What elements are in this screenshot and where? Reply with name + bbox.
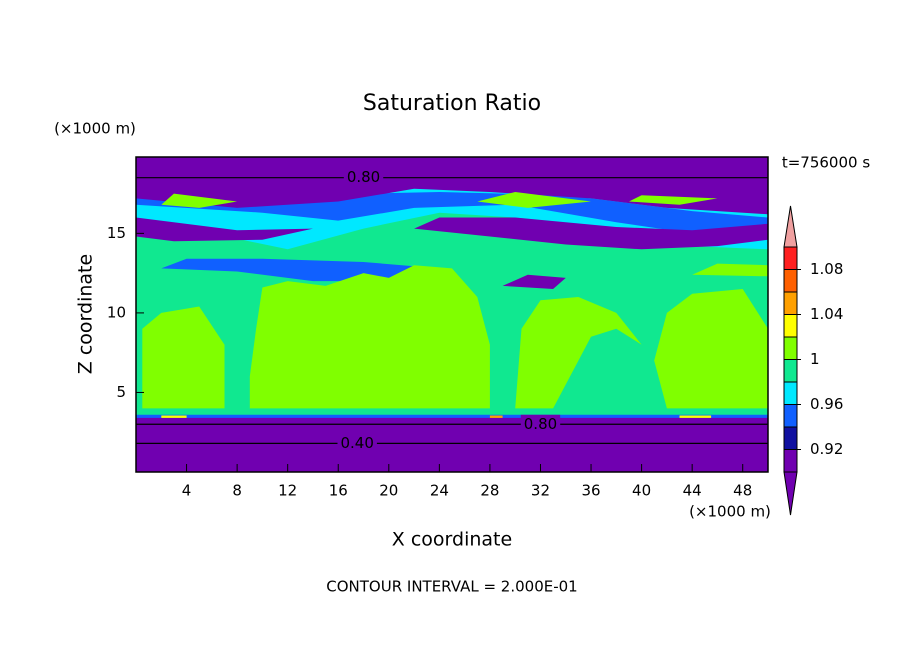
contour-region [692,263,768,277]
y-tick-label: 15 [107,224,126,242]
x-tick-label: 4 [182,482,192,500]
contour-label-bg [343,168,384,187]
colorbar-tick-label: 0.92 [810,440,843,458]
contour-region [515,297,642,409]
x-tick-label: 24 [430,482,449,500]
contour-label: 0.80 [347,168,380,186]
colorbar-box [783,314,798,338]
colorbar-box [783,291,798,315]
colorbar-low [783,471,798,516]
x-tick-label: 44 [683,482,702,500]
colorbar-box [783,269,798,293]
colorbar-tick-label: 0.96 [810,395,843,413]
chart-title: Saturation Ratio [363,91,541,116]
contour-region [502,274,566,289]
contour-label-bg [337,433,377,452]
x-tick-label: 28 [480,482,499,500]
colorbar-tick-label: 1.04 [810,305,843,323]
x-tick-label: 20 [379,482,398,500]
colorbar-box [783,449,798,473]
contour-region [136,217,313,242]
x-tick-label: 48 [733,482,752,500]
x-tick-label: 32 [531,482,550,500]
x-axis-label: X coordinate [392,529,512,551]
plot-frame [135,156,769,473]
colorbar-high [783,205,798,248]
y-unit: (×1000 m) [54,120,136,138]
colorbar-box [783,404,798,428]
y-tick-label: 10 [107,303,126,321]
contour-region [679,415,712,418]
y-axis-label: Z coordinate [75,254,97,374]
contour-label: 0.80 [524,415,557,433]
colorbar-box [783,359,798,383]
time-label: t=756000 s [782,154,870,172]
x-tick-label: 36 [581,482,600,500]
x-tick-label: 12 [278,482,297,500]
contour-region [142,306,225,409]
contour-region [161,193,238,208]
contour-label: 0.40 [340,434,373,452]
colorbar-box [783,426,798,450]
y-tick-label: 5 [116,383,126,401]
contour-region [414,217,768,250]
x-unit: (×1000 m) [689,503,771,521]
colorbar-box [783,336,798,360]
colorbar-tick-label: 1.08 [810,260,843,278]
colorbar-tick-label: 1 [810,350,820,368]
contour-region [161,415,187,418]
footer: CONTOUR INTERVAL = 2.000E-01 [326,578,577,596]
contour-region [477,192,591,208]
contour-field: 0.80 0.80 0.40 [136,157,768,472]
contour-region [654,289,768,409]
x-tick-label: 40 [632,482,651,500]
colorbar-box [783,381,798,405]
contour-region [136,417,768,472]
x-tick-label: 16 [329,482,348,500]
contour-region [489,415,503,418]
contour-region [249,265,490,409]
contour-region [629,195,718,205]
contour-region [136,157,768,215]
contour-label-bg [520,414,561,433]
x-tick-label: 8 [232,482,242,500]
colorbar-box [783,246,798,270]
